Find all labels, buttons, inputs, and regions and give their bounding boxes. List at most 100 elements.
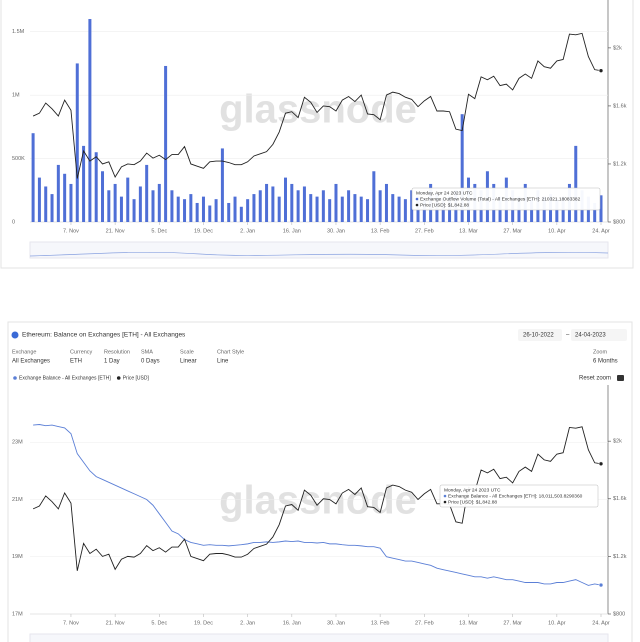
y-tick-label: 0: [12, 219, 15, 225]
legend-swatch[interactable]: [116, 376, 121, 380]
bar: [599, 195, 603, 222]
bar: [309, 194, 313, 222]
bar: [151, 190, 155, 222]
bar: [372, 171, 376, 222]
bar: [410, 190, 414, 222]
legend-swatch[interactable]: [13, 376, 17, 380]
bar: [334, 183, 338, 222]
bar: [113, 183, 117, 222]
bar: [347, 190, 351, 222]
y2-tick-label: $800: [613, 611, 625, 617]
x-tick-label: 27. Mar: [503, 228, 522, 234]
y-tick-label: 19M: [12, 554, 23, 560]
y-tick-label: 1M: [12, 93, 20, 99]
tooltip-line: Price [USD]: $1,842.88: [420, 202, 469, 208]
bar: [31, 133, 35, 222]
tooltip-title: Monday, Apr 24 2023 UTC: [416, 190, 473, 196]
control-value[interactable]: Line: [217, 359, 229, 365]
date-input[interactable]: [518, 329, 562, 341]
y-tick-label: 23M: [12, 440, 23, 446]
bar: [271, 186, 275, 222]
control-label: Resolution: [104, 349, 130, 355]
x-tick-label: 27. Feb: [415, 620, 434, 626]
bar: [101, 171, 105, 222]
x-tick-label: 30. Jan: [327, 228, 345, 234]
control-label: Scale: [180, 349, 194, 355]
tooltip-line: Price [USD]: $1,842.88: [448, 499, 497, 505]
x-tick-label: 10. Apr: [548, 228, 566, 234]
bar: [258, 190, 262, 222]
bar: [378, 190, 382, 222]
bar: [384, 183, 388, 222]
x-tick-label: 27. Feb: [415, 228, 434, 234]
date-to[interactable]: 24-04-2023: [575, 333, 606, 339]
bar: [63, 173, 67, 222]
hover-point: [598, 68, 604, 73]
series-line: [33, 424, 602, 586]
bar: [132, 199, 136, 222]
zoom-label: Zoom: [593, 349, 607, 355]
y-tick-label: 17M: [12, 611, 23, 617]
control-value[interactable]: 1 Day: [104, 359, 120, 365]
bar: [126, 177, 130, 222]
bar: [227, 202, 231, 222]
y2-tick-label: $1.2k: [613, 554, 627, 560]
x-tick-label: 13. Mar: [459, 620, 478, 626]
panel-title: Ethereum: Balance on Exchanges [ETH] - A…: [22, 332, 186, 339]
watermark: glassnode: [219, 88, 417, 132]
bar: [460, 114, 464, 222]
bar: [530, 199, 534, 222]
tooltip-title: Monday, Apr 24 2023 UTC: [444, 487, 501, 493]
bar: [195, 202, 199, 222]
tooltip-dot: [443, 494, 447, 498]
card: [7, 321, 633, 642]
date-from[interactable]: 26-10-2022: [523, 333, 554, 339]
x-tick-label: 5. Dec: [151, 620, 167, 626]
legend-label[interactable]: Exchange Balance - All Exchanges [ETH]: [19, 375, 111, 381]
bar: [220, 148, 224, 222]
x-tick-label: 30. Jan: [327, 620, 345, 626]
bar: [284, 177, 287, 222]
bar: [189, 194, 193, 222]
control-value[interactable]: ETH: [70, 359, 82, 365]
bar: [107, 190, 111, 222]
bar: [265, 183, 269, 222]
x-tick-label: 2. Jan: [240, 228, 255, 234]
bar: [94, 152, 98, 222]
reset-zoom[interactable]: Reset zoom: [579, 376, 611, 382]
x-tick-label: 7. Nov: [63, 620, 79, 626]
bar: [119, 196, 123, 222]
bar: [183, 199, 187, 222]
navigator[interactable]: [29, 633, 609, 642]
tooltip: [439, 484, 599, 508]
control-value[interactable]: Linear: [180, 359, 197, 365]
navigator[interactable]: [29, 241, 609, 259]
card: [0, 0, 634, 269]
y-tick-label: 21M: [12, 497, 23, 503]
control-value[interactable]: 0 Days: [141, 359, 160, 365]
camera-icon[interactable]: [617, 375, 624, 381]
series-line: [32, 32, 602, 179]
bar: [252, 194, 256, 222]
y2-tick-label: $1.6k: [613, 496, 627, 502]
bar: [340, 196, 344, 222]
bar: [50, 194, 54, 222]
date-input[interactable]: [571, 329, 627, 341]
legend-label[interactable]: Price [USD]: [123, 375, 150, 381]
x-tick-label: 16. Jan: [283, 620, 301, 626]
bar: [82, 145, 86, 222]
bar: [69, 183, 73, 222]
bar: [593, 202, 597, 222]
control-value[interactable]: All Exchanges: [12, 359, 50, 365]
bar: [75, 63, 79, 222]
bar: [214, 199, 218, 222]
bar: [277, 196, 281, 222]
zoom-value[interactable]: 6 Months: [593, 359, 618, 365]
x-tick-label: 21. Nov: [106, 620, 125, 626]
bar: [391, 194, 395, 222]
x-tick-label: 10. Apr: [548, 620, 566, 626]
tooltip-dot: [415, 197, 419, 201]
bar: [170, 190, 174, 222]
bar: [574, 145, 578, 222]
y2-tick-label: $800: [613, 219, 625, 225]
